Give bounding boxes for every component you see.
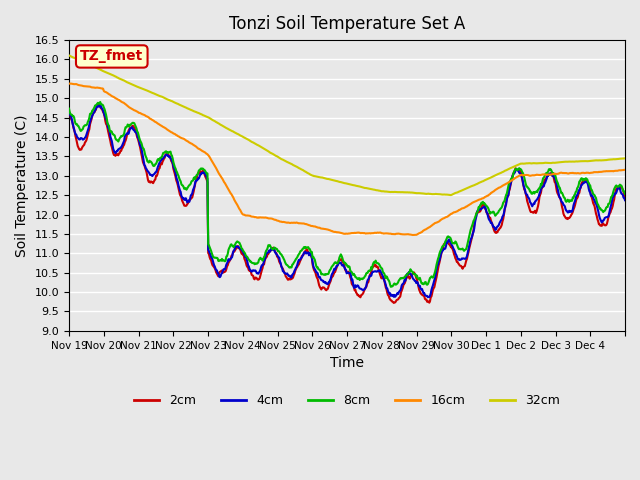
32cm [404, 190, 412, 195]
2cm [282, 274, 290, 279]
2cm [406, 276, 413, 282]
16cm [281, 219, 289, 225]
16cm [232, 201, 240, 206]
8cm [97, 99, 104, 105]
32cm [621, 156, 629, 161]
32cm [232, 131, 240, 136]
32cm [436, 192, 444, 197]
8cm [437, 247, 445, 253]
Legend: 2cm, 4cm, 8cm, 16cm, 32cm: 2cm, 4cm, 8cm, 16cm, 32cm [129, 389, 565, 412]
4cm [282, 271, 290, 276]
32cm [281, 158, 289, 164]
Line: 32cm: 32cm [69, 56, 625, 195]
8cm [65, 106, 73, 111]
8cm [387, 284, 395, 290]
8cm [261, 253, 269, 259]
8cm [131, 122, 139, 128]
4cm [621, 197, 629, 203]
Text: TZ_fmet: TZ_fmet [80, 49, 143, 63]
Line: 8cm: 8cm [69, 102, 625, 287]
16cm [131, 108, 138, 113]
4cm [65, 109, 73, 115]
8cm [621, 191, 629, 197]
2cm [65, 109, 73, 115]
16cm [260, 215, 268, 220]
Line: 4cm: 4cm [69, 105, 625, 297]
4cm [95, 102, 103, 108]
Y-axis label: Soil Temperature (C): Soil Temperature (C) [15, 114, 29, 257]
4cm [131, 129, 139, 135]
Line: 2cm: 2cm [69, 104, 625, 303]
32cm [447, 192, 454, 198]
4cm [405, 269, 413, 275]
16cm [436, 217, 444, 223]
4cm [437, 252, 445, 257]
8cm [406, 269, 413, 275]
4cm [261, 257, 269, 263]
2cm [131, 126, 139, 132]
16cm [65, 81, 73, 86]
16cm [409, 232, 417, 238]
2cm [437, 253, 445, 259]
Title: Tonzi Soil Temperature Set A: Tonzi Soil Temperature Set A [229, 15, 465, 33]
2cm [261, 258, 269, 264]
8cm [282, 261, 290, 266]
Line: 16cm: 16cm [69, 84, 625, 235]
4cm [234, 244, 241, 250]
32cm [65, 53, 73, 59]
32cm [131, 83, 138, 88]
32cm [260, 146, 268, 152]
2cm [390, 300, 397, 306]
8cm [234, 239, 241, 244]
2cm [234, 244, 241, 250]
16cm [621, 167, 629, 173]
2cm [621, 194, 629, 200]
4cm [424, 294, 431, 300]
16cm [404, 231, 412, 237]
2cm [95, 101, 102, 107]
X-axis label: Time: Time [330, 356, 364, 370]
